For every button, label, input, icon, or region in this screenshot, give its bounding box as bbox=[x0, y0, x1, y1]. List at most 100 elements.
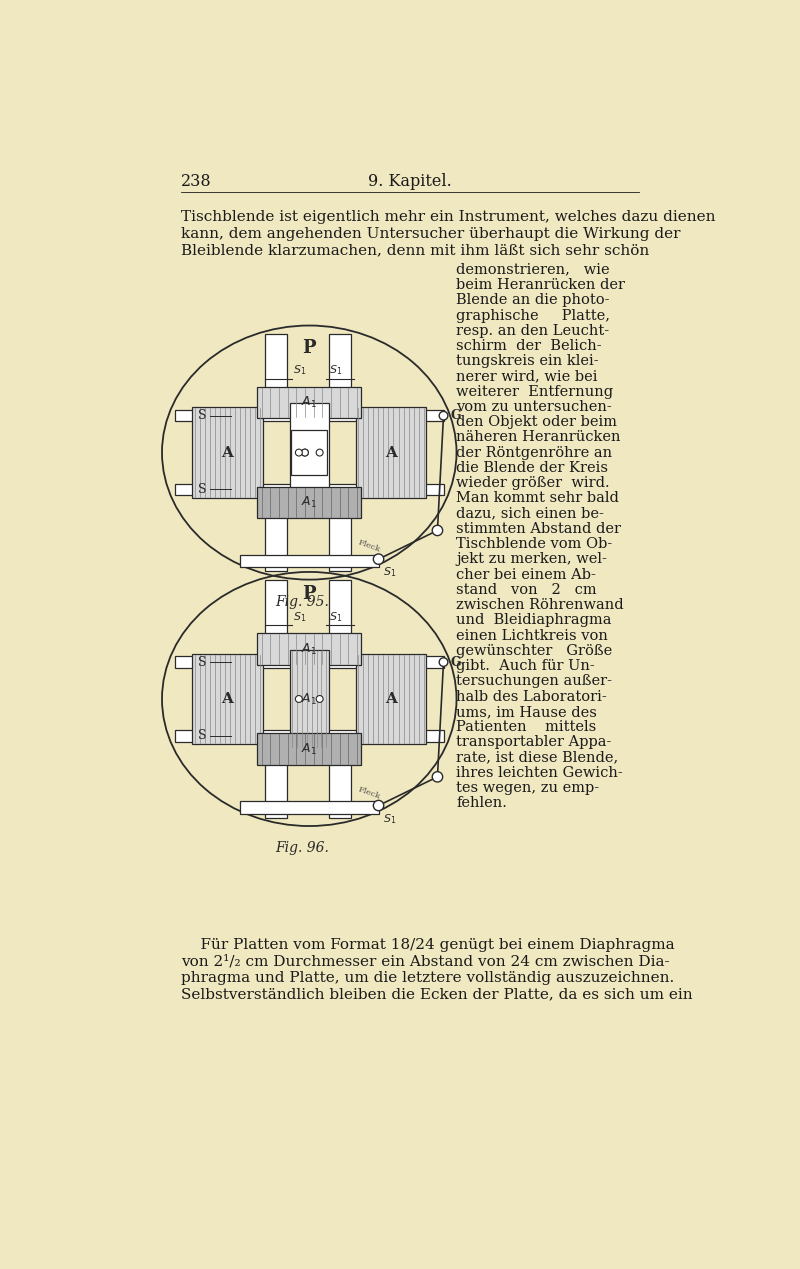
Text: gibt.  Auch für Un-: gibt. Auch für Un- bbox=[457, 659, 595, 673]
Text: tes wegen, zu emp-: tes wegen, zu emp- bbox=[457, 782, 600, 796]
Bar bbox=[175, 656, 443, 667]
Bar bbox=[329, 334, 351, 404]
Text: A: A bbox=[222, 445, 234, 459]
Text: $S_1$: $S_1$ bbox=[294, 363, 306, 377]
Bar bbox=[240, 802, 378, 813]
Text: die Blende der Kreis: die Blende der Kreis bbox=[457, 461, 609, 475]
Text: demonstrieren,   wie: demonstrieren, wie bbox=[457, 263, 610, 277]
Bar bbox=[356, 407, 426, 497]
Text: $S_1$: $S_1$ bbox=[329, 610, 342, 623]
Bar bbox=[265, 334, 287, 404]
Circle shape bbox=[439, 657, 448, 666]
Bar bbox=[258, 487, 362, 518]
Text: $A_1$: $A_1$ bbox=[302, 692, 318, 707]
Bar bbox=[175, 483, 443, 495]
Text: ums, im Hause des: ums, im Hause des bbox=[457, 704, 598, 720]
Text: Blende an die photo-: Blende an die photo- bbox=[457, 293, 610, 307]
Text: S: S bbox=[198, 656, 207, 669]
Text: A: A bbox=[385, 692, 397, 706]
Text: tungskreis ein klei-: tungskreis ein klei- bbox=[457, 354, 599, 368]
Text: von 2¹/₂ cm Durchmesser ein Abstand von 24 cm zwischen Dia-: von 2¹/₂ cm Durchmesser ein Abstand von … bbox=[182, 954, 670, 968]
Text: kann, dem angehenden Untersucher überhaupt die Wirkung der: kann, dem angehenden Untersucher überhau… bbox=[182, 227, 681, 241]
Text: wieder größer  wird.: wieder größer wird. bbox=[457, 476, 610, 490]
Circle shape bbox=[316, 449, 323, 456]
Text: resp. an den Leucht-: resp. an den Leucht- bbox=[457, 324, 610, 338]
Circle shape bbox=[302, 449, 308, 456]
Circle shape bbox=[439, 411, 448, 420]
Bar bbox=[192, 654, 262, 744]
Bar bbox=[240, 555, 378, 567]
Text: A: A bbox=[385, 445, 397, 459]
Text: 9. Kapitel.: 9. Kapitel. bbox=[368, 173, 452, 190]
Circle shape bbox=[432, 772, 442, 782]
Text: beim Heranrücken der: beim Heranrücken der bbox=[457, 278, 626, 292]
Text: G: G bbox=[450, 656, 461, 669]
Text: $A_1$: $A_1$ bbox=[302, 641, 318, 656]
Text: graphische     Platte,: graphische Platte, bbox=[457, 308, 610, 322]
Circle shape bbox=[302, 449, 308, 456]
Text: phragma und Platte, um die letztere vollständig auszuzeichnen.: phragma und Platte, um die letztere voll… bbox=[182, 971, 674, 985]
Text: tersuchungen außer-: tersuchungen außer- bbox=[457, 674, 613, 688]
Text: ihres leichten Gewich-: ihres leichten Gewich- bbox=[457, 766, 623, 780]
Text: weiterer  Entfernung: weiterer Entfernung bbox=[457, 385, 614, 398]
Circle shape bbox=[374, 801, 384, 811]
Text: $S_1$: $S_1$ bbox=[383, 566, 396, 580]
Bar bbox=[329, 580, 351, 650]
Bar bbox=[329, 501, 351, 571]
Text: cher bei einem Ab-: cher bei einem Ab- bbox=[457, 567, 596, 581]
Text: dazu, sich einen be-: dazu, sich einen be- bbox=[457, 506, 604, 520]
Bar bbox=[258, 387, 362, 419]
Bar bbox=[329, 749, 351, 817]
Text: S: S bbox=[198, 730, 207, 742]
Text: und  Bleidiaphragma: und Bleidiaphragma bbox=[457, 613, 612, 627]
Bar bbox=[265, 749, 287, 817]
Text: $S_1$: $S_1$ bbox=[294, 610, 306, 623]
Text: A: A bbox=[222, 692, 234, 706]
Text: Patienten    mittels: Patienten mittels bbox=[457, 720, 597, 735]
Circle shape bbox=[316, 695, 323, 703]
Text: Bleiblende klarzumachen, denn mit ihm läßt sich sehr schön: Bleiblende klarzumachen, denn mit ihm lä… bbox=[182, 244, 650, 258]
Bar bbox=[265, 580, 287, 650]
Bar bbox=[192, 407, 262, 497]
Text: gewünschter   Größe: gewünschter Größe bbox=[457, 643, 613, 657]
Text: nerer wird, wie bei: nerer wird, wie bei bbox=[457, 369, 598, 383]
Text: P: P bbox=[302, 339, 316, 357]
Text: S: S bbox=[198, 409, 207, 423]
Text: Fleck: Fleck bbox=[357, 786, 382, 801]
Text: transportabler Appa-: transportabler Appa- bbox=[457, 736, 612, 750]
Text: $A_1$: $A_1$ bbox=[302, 495, 318, 510]
Text: Tischblende ist eigentlich mehr ein Instrument, welches dazu dienen: Tischblende ist eigentlich mehr ein Inst… bbox=[182, 211, 716, 225]
Text: Man kommt sehr bald: Man kommt sehr bald bbox=[457, 491, 619, 505]
Text: einen Lichtkreis von: einen Lichtkreis von bbox=[457, 628, 608, 642]
Circle shape bbox=[432, 525, 442, 536]
Text: schirm  der  Belich-: schirm der Belich- bbox=[457, 339, 602, 353]
Text: $A_1$: $A_1$ bbox=[302, 395, 318, 410]
Text: halb des Laboratori-: halb des Laboratori- bbox=[457, 689, 607, 704]
Text: Für Platten vom Format 18/24 genügt bei einem Diaphragma: Für Platten vom Format 18/24 genügt bei … bbox=[182, 938, 675, 952]
Text: jekt zu merken, wel-: jekt zu merken, wel- bbox=[457, 552, 607, 566]
Text: Tischblende vom Ob-: Tischblende vom Ob- bbox=[457, 537, 613, 551]
Text: Selbstverständlich bleiben die Ecken der Platte, da es sich um ein: Selbstverständlich bleiben die Ecken der… bbox=[182, 987, 693, 1001]
Text: rate, ist diese Blende,: rate, ist diese Blende, bbox=[457, 751, 618, 765]
Text: der Röntgenröhre an: der Röntgenröhre an bbox=[457, 445, 613, 459]
Text: Fleck: Fleck bbox=[357, 538, 382, 555]
Text: $S_1$: $S_1$ bbox=[329, 363, 342, 377]
Text: vom zu untersuchen-: vom zu untersuchen- bbox=[457, 400, 612, 414]
Text: S: S bbox=[198, 483, 207, 496]
Text: den Objekt oder beim: den Objekt oder beim bbox=[457, 415, 618, 429]
Text: fehlen.: fehlen. bbox=[457, 797, 507, 811]
Text: G: G bbox=[450, 409, 461, 423]
Text: P: P bbox=[302, 585, 316, 603]
Text: näheren Heranrücken: näheren Heranrücken bbox=[457, 430, 621, 444]
Bar bbox=[258, 633, 362, 665]
Text: zwischen Röhrenwand: zwischen Röhrenwand bbox=[457, 598, 624, 612]
Circle shape bbox=[374, 555, 384, 565]
Text: $S_1$: $S_1$ bbox=[383, 812, 396, 826]
Text: Fig. 95.: Fig. 95. bbox=[275, 595, 329, 609]
Bar bbox=[290, 650, 329, 749]
Text: stimmten Abstand der: stimmten Abstand der bbox=[457, 522, 622, 536]
Text: $A_1$: $A_1$ bbox=[302, 741, 318, 756]
Bar bbox=[258, 733, 362, 764]
Bar bbox=[175, 730, 443, 741]
Text: Fig. 96.: Fig. 96. bbox=[275, 841, 329, 855]
